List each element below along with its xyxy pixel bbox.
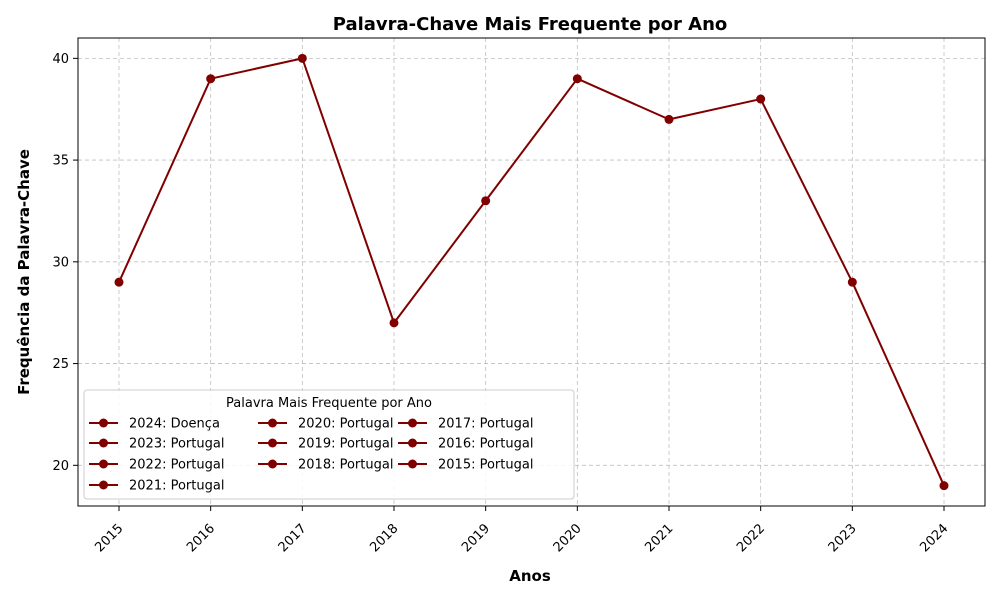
plot-frame	[77, 37, 986, 507]
legend-entry-label: 2024: Doença	[129, 417, 220, 432]
legend-marker	[408, 418, 417, 428]
legend-marker	[408, 438, 417, 448]
legend-entry-label: 2022: Portugal	[129, 458, 224, 473]
legend-entry-label: 2018: Portugal	[298, 458, 393, 473]
y-tick-label: 40	[52, 52, 69, 67]
y-axis-label: Frequência da Palavra-Chave	[15, 149, 33, 395]
y-axis: 20 25 30 35 40	[52, 52, 78, 474]
data-point	[847, 277, 857, 287]
legend-marker	[268, 438, 277, 448]
y-tick-label: 35	[52, 154, 69, 169]
legend-entry-label: 2023: Portugal	[129, 437, 224, 452]
legend-entry-label: 2019: Portugal	[298, 437, 393, 452]
data-point	[664, 114, 674, 124]
legend-marker	[99, 438, 108, 448]
legend-marker	[99, 459, 108, 469]
legend-entry-label: 2017: Portugal	[438, 417, 533, 432]
legend-marker	[99, 480, 108, 490]
legend-entry-label: 2021: Portugal	[129, 479, 224, 494]
legend-entry-label: 2015: Portugal	[438, 458, 533, 473]
series-line	[118, 57, 945, 487]
x-axis-label: Anos	[509, 567, 551, 585]
legend-marker	[408, 459, 417, 469]
data-point	[297, 53, 307, 63]
y-tick-label: 25	[52, 357, 69, 372]
data-point	[939, 481, 949, 491]
legend-marker	[99, 418, 108, 428]
data-point	[389, 318, 399, 328]
y-tick-label: 20	[52, 459, 69, 474]
chart-title: Palavra-Chave Mais Frequente por Ano	[333, 14, 728, 35]
legend-entry-label: 2020: Portugal	[298, 417, 393, 432]
legend-box	[83, 389, 575, 500]
data-point	[206, 74, 216, 84]
series-group	[114, 53, 949, 491]
legend-marker	[268, 459, 277, 469]
y-tick-label: 30	[52, 255, 69, 270]
data-point	[756, 94, 766, 104]
legend: Palavra Mais Frequente por Ano 2024: Doe…	[83, 389, 575, 500]
legend-marker	[268, 418, 277, 428]
data-point	[572, 74, 582, 84]
data-point	[114, 277, 124, 287]
data-point	[481, 196, 491, 206]
legend-title: Palavra Mais Frequente por Ano	[226, 396, 432, 411]
legend-entry-label: 2016: Portugal	[438, 437, 533, 452]
